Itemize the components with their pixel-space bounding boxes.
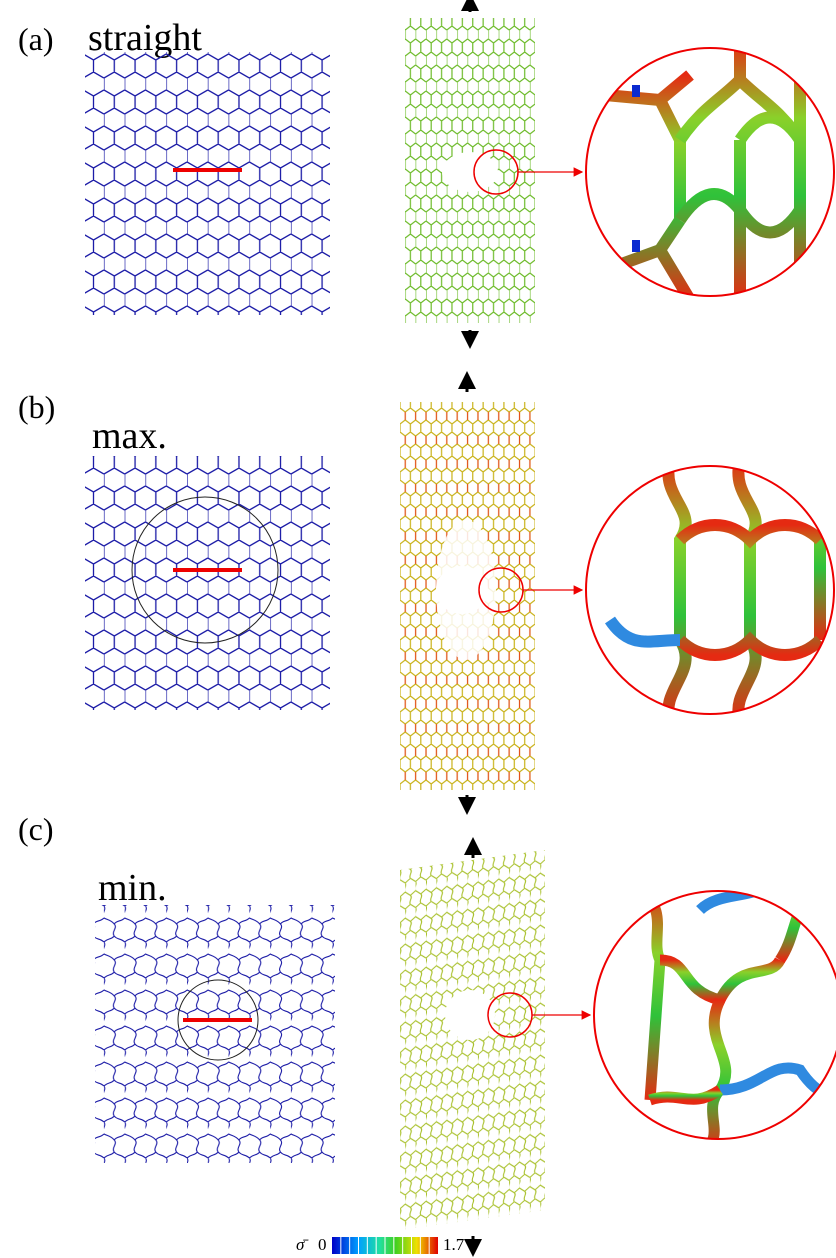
panel-title: min. [98,867,167,909]
lattice [85,456,330,710]
zoom-circle [586,466,834,714]
colorbar-symbol: σ̄ [296,1235,309,1254]
figure: (a) straight (b) max. (c) min. [0,0,836,1258]
deformed-lattice [400,850,545,1230]
panel-label: (a) [18,21,54,57]
panel-label: (b) [18,389,55,425]
colorbar-min: 0 [318,1235,327,1254]
panel-title: max. [92,415,167,457]
zoom-view [605,40,800,300]
panel-label: (c) [18,811,54,847]
lattice [95,905,335,1163]
lattice [85,52,330,315]
hole [442,152,498,192]
hole [436,566,488,614]
zoom-view [640,880,836,1150]
colorbar-max: 1.7 [443,1235,465,1254]
